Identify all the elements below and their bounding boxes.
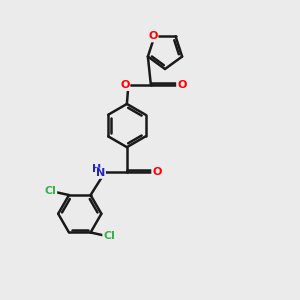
Text: O: O: [148, 32, 158, 41]
Text: O: O: [152, 167, 162, 177]
Text: Cl: Cl: [44, 187, 56, 196]
Text: O: O: [177, 80, 187, 90]
Text: Cl: Cl: [103, 231, 115, 241]
Text: N: N: [96, 168, 105, 178]
Text: H: H: [92, 164, 101, 174]
Text: O: O: [120, 80, 130, 90]
